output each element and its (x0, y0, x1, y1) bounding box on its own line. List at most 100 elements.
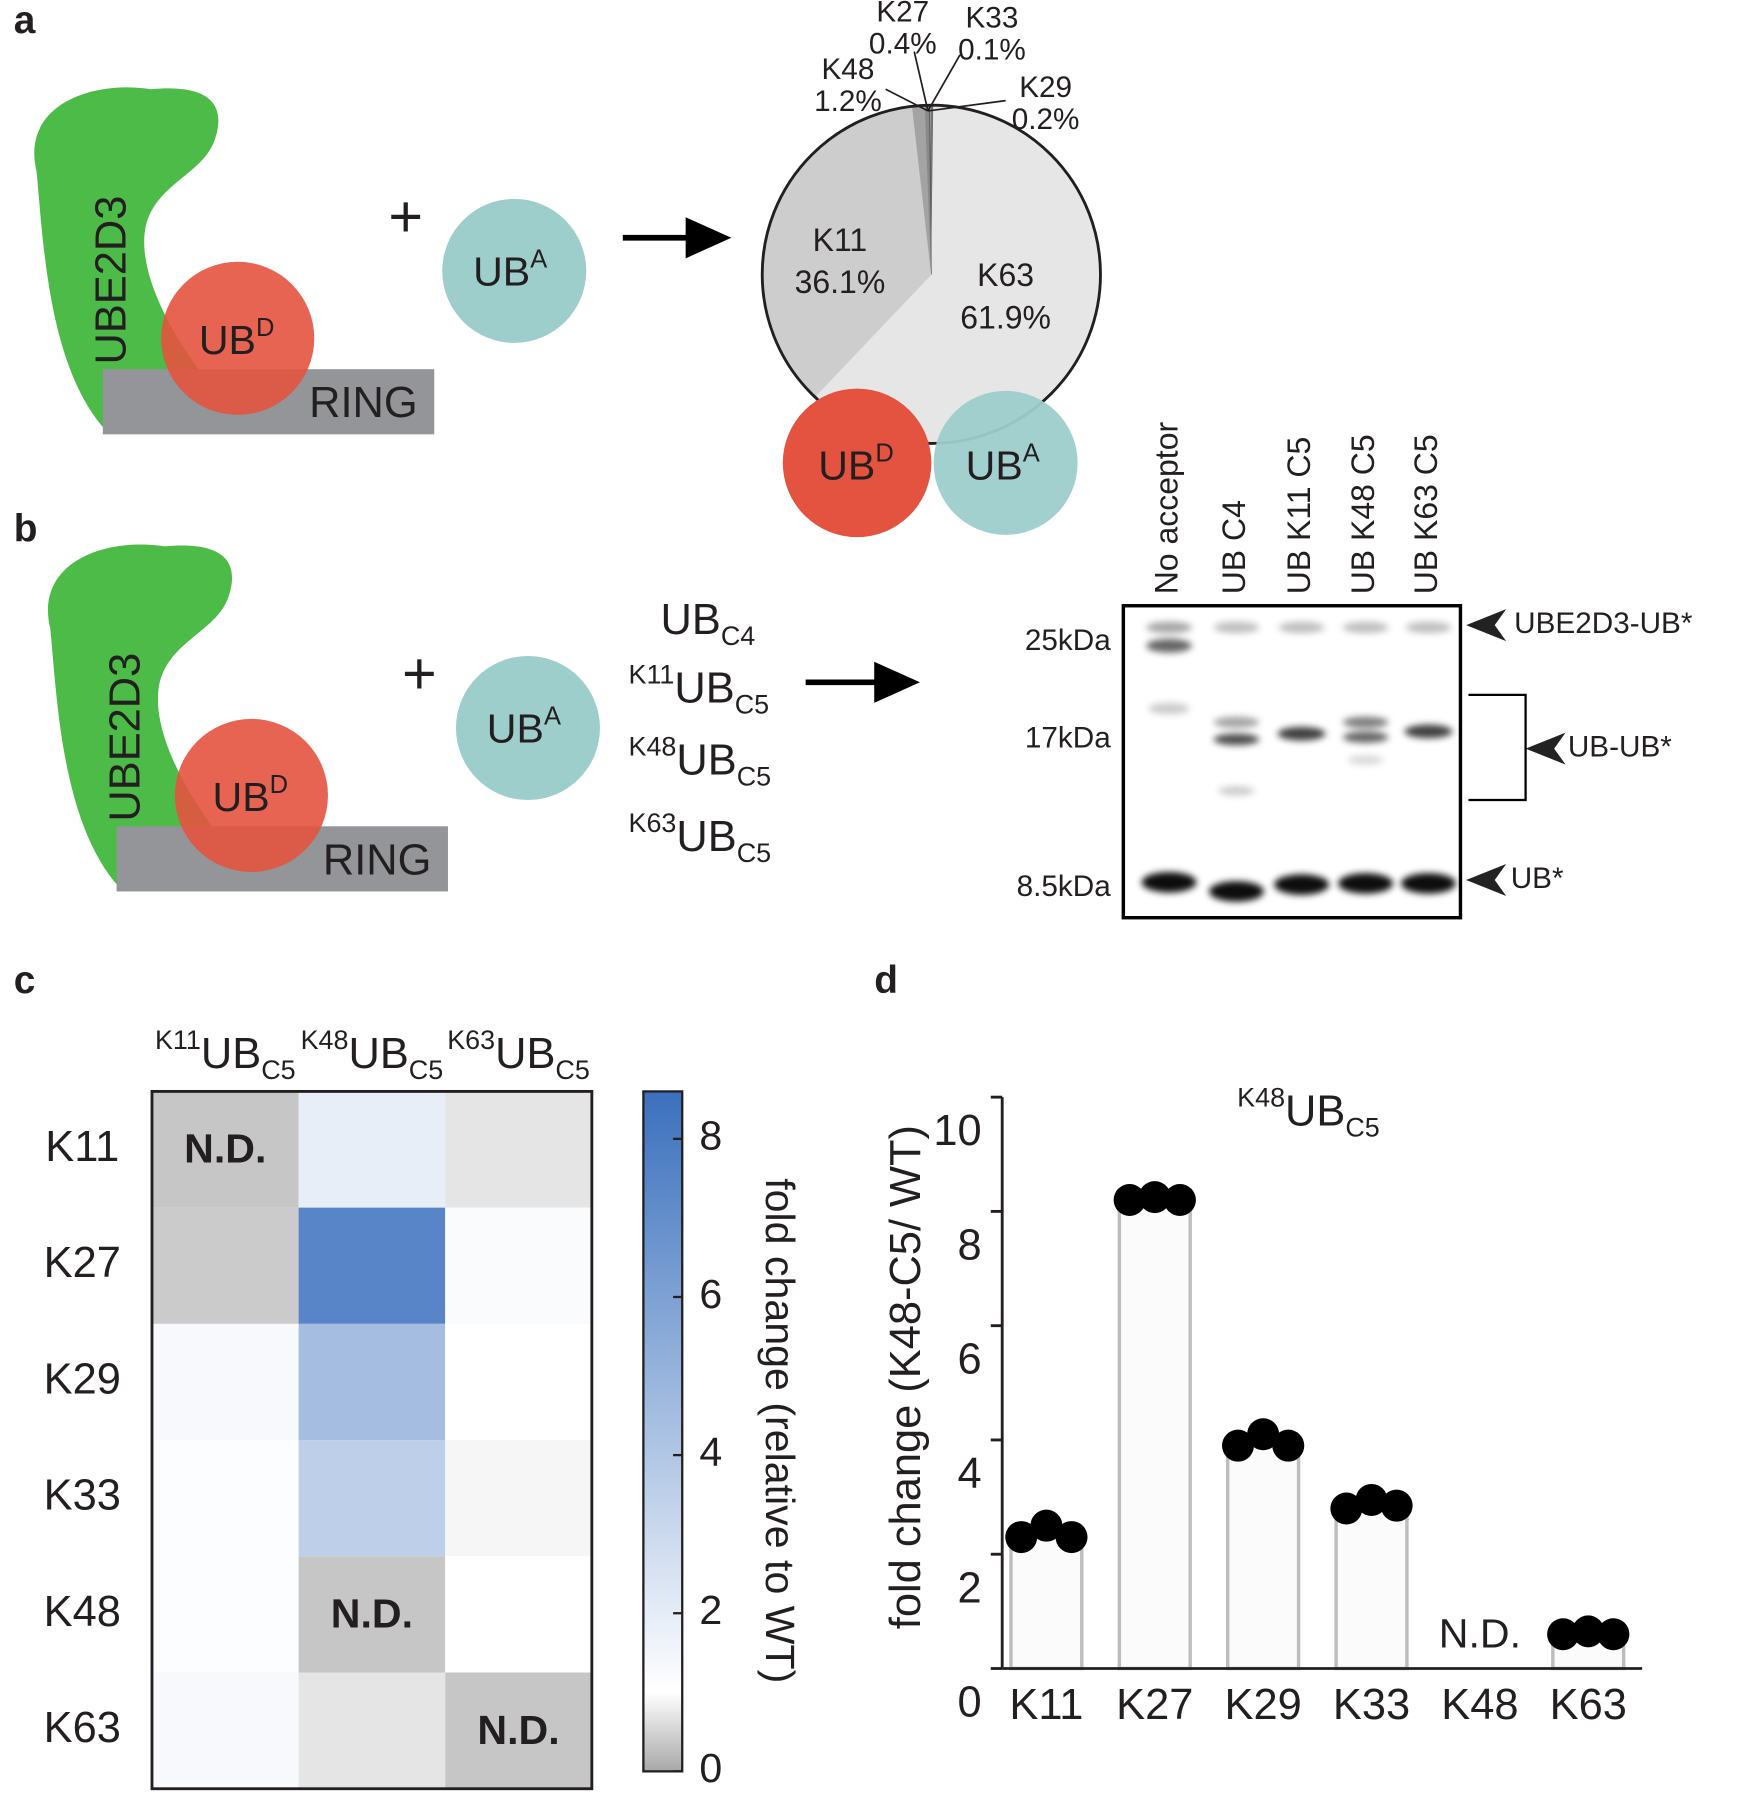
nd-label: N.D. (331, 1591, 413, 1637)
gel-image (1121, 604, 1566, 920)
replicate-point (1030, 1509, 1063, 1542)
nd-cell (151, 1091, 299, 1208)
row-label: K11 (45, 1123, 119, 1171)
replicate-point (1330, 1492, 1363, 1525)
x-tick-label: K27 (1116, 1681, 1193, 1729)
panel-label: d (874, 959, 898, 1002)
colorbar-tick-label: 6 (699, 1271, 722, 1317)
row-label: K29 (44, 1355, 121, 1403)
pie-value-label: 0.4% (869, 28, 937, 61)
text-sub: C5 (261, 1055, 295, 1085)
nd-label: N.D. (477, 1707, 559, 1753)
text-base: UB (199, 317, 256, 363)
x-tick-label: K11 (1009, 1681, 1083, 1729)
text-sup: K48 (1237, 1082, 1285, 1112)
text-sup: K63 (629, 808, 677, 838)
panel-label: a (14, 0, 36, 42)
text-base: UB (966, 442, 1023, 488)
y-tick-label: 8 (957, 1221, 981, 1269)
text-base: UB (676, 813, 736, 861)
colorbar-tick-label: 4 (699, 1429, 722, 1475)
replicate-point (1355, 1483, 1388, 1516)
acceptor-variant: K48UBC5 (629, 732, 772, 792)
arrow-head (685, 217, 732, 259)
heatmap-cell (298, 1440, 446, 1557)
heatmap-cell (445, 1440, 592, 1557)
donor-label: UBD (213, 771, 289, 820)
mw-marker: 8.5kDa (1017, 870, 1112, 903)
panel-label: c (14, 959, 36, 1002)
pie-category: K48 (822, 53, 875, 86)
text-sub: C5 (555, 1055, 589, 1085)
donor-ub (174, 718, 328, 873)
pie-category: K29 (1019, 71, 1072, 104)
band-annotation: UBE2D3-UB* (1514, 607, 1693, 640)
colorbar (642, 1090, 684, 1773)
text-sup: K11 (629, 660, 675, 690)
pie-category: K33 (965, 1, 1018, 34)
replicate-point (1247, 1418, 1280, 1451)
text-base: UB (674, 665, 734, 713)
replicate-point (1005, 1521, 1038, 1554)
text-base: UB (473, 248, 530, 294)
y-tick-label: 6 (957, 1336, 981, 1384)
leader-line (927, 99, 1006, 112)
lane-label: UB K48 C5 (1345, 434, 1381, 594)
pie-value-label: 36.1% (795, 264, 886, 300)
heatmap-cell (445, 1556, 592, 1673)
band-annotation: UB* (1511, 862, 1564, 895)
nd-label: N.D. (184, 1126, 266, 1172)
text-sup: K48 (629, 732, 677, 762)
x-tick-label: K33 (1333, 1681, 1410, 1729)
pie-value-label: 1.2% (814, 85, 882, 118)
ring-label: RING (309, 379, 418, 427)
text-base: UB (213, 774, 270, 820)
colorbar-tick-label: 0 (699, 1745, 722, 1791)
plus-sign: + (402, 639, 437, 706)
ring-label: RING (323, 836, 432, 884)
heatmap-cell (151, 1556, 299, 1673)
text-sub: C5 (409, 1055, 443, 1085)
donor-ub (782, 388, 932, 538)
text-sup: D (256, 314, 274, 342)
acceptor-variant: K63UBC5 (629, 808, 772, 868)
text-base: UB (1285, 1088, 1345, 1136)
y-tick-label: 4 (957, 1450, 981, 1498)
acceptor-label: UBA (487, 702, 561, 751)
row-label: K63 (44, 1704, 121, 1752)
heatmap-cell (445, 1091, 592, 1208)
y-tick-label: 0 (957, 1679, 981, 1727)
heatmap-cell (151, 1323, 299, 1441)
text-base: UB (818, 442, 875, 488)
band-annotation: UB-UB* (1568, 730, 1672, 763)
text-base: UB (348, 1031, 408, 1079)
arrow-head (874, 661, 920, 703)
lane-label: UB C4 (1216, 500, 1252, 594)
bar (1009, 1531, 1084, 1671)
replicate-point (1572, 1615, 1605, 1648)
acceptor-ub (455, 656, 600, 801)
y-axis-label: fold change (K48-C5/ WT) (882, 1125, 930, 1629)
pie-value-label: 0.2% (1012, 103, 1080, 136)
replicate-point (1380, 1489, 1413, 1522)
text-sub: C5 (737, 838, 771, 868)
heatmap-cell (151, 1207, 299, 1324)
acceptor-label: UBA (966, 439, 1040, 488)
donor-ub (161, 261, 315, 415)
mw-marker: 17kDa (1025, 721, 1111, 754)
row-label: K33 (44, 1472, 121, 1520)
heatmap-cell (445, 1207, 592, 1324)
acceptor-variant: K11UBC5 (629, 660, 770, 720)
x-tick-label: K63 (1550, 1681, 1627, 1729)
text-sup: D (270, 771, 288, 799)
enzyme-shape (34, 87, 235, 430)
heatmap-frame (150, 1089, 594, 1791)
text-sup: K48 (301, 1025, 349, 1055)
text-base: UB (201, 1031, 261, 1079)
replicate-point (1221, 1429, 1254, 1462)
donor-label: UBD (818, 439, 894, 488)
pie-category: K11 (813, 222, 868, 258)
